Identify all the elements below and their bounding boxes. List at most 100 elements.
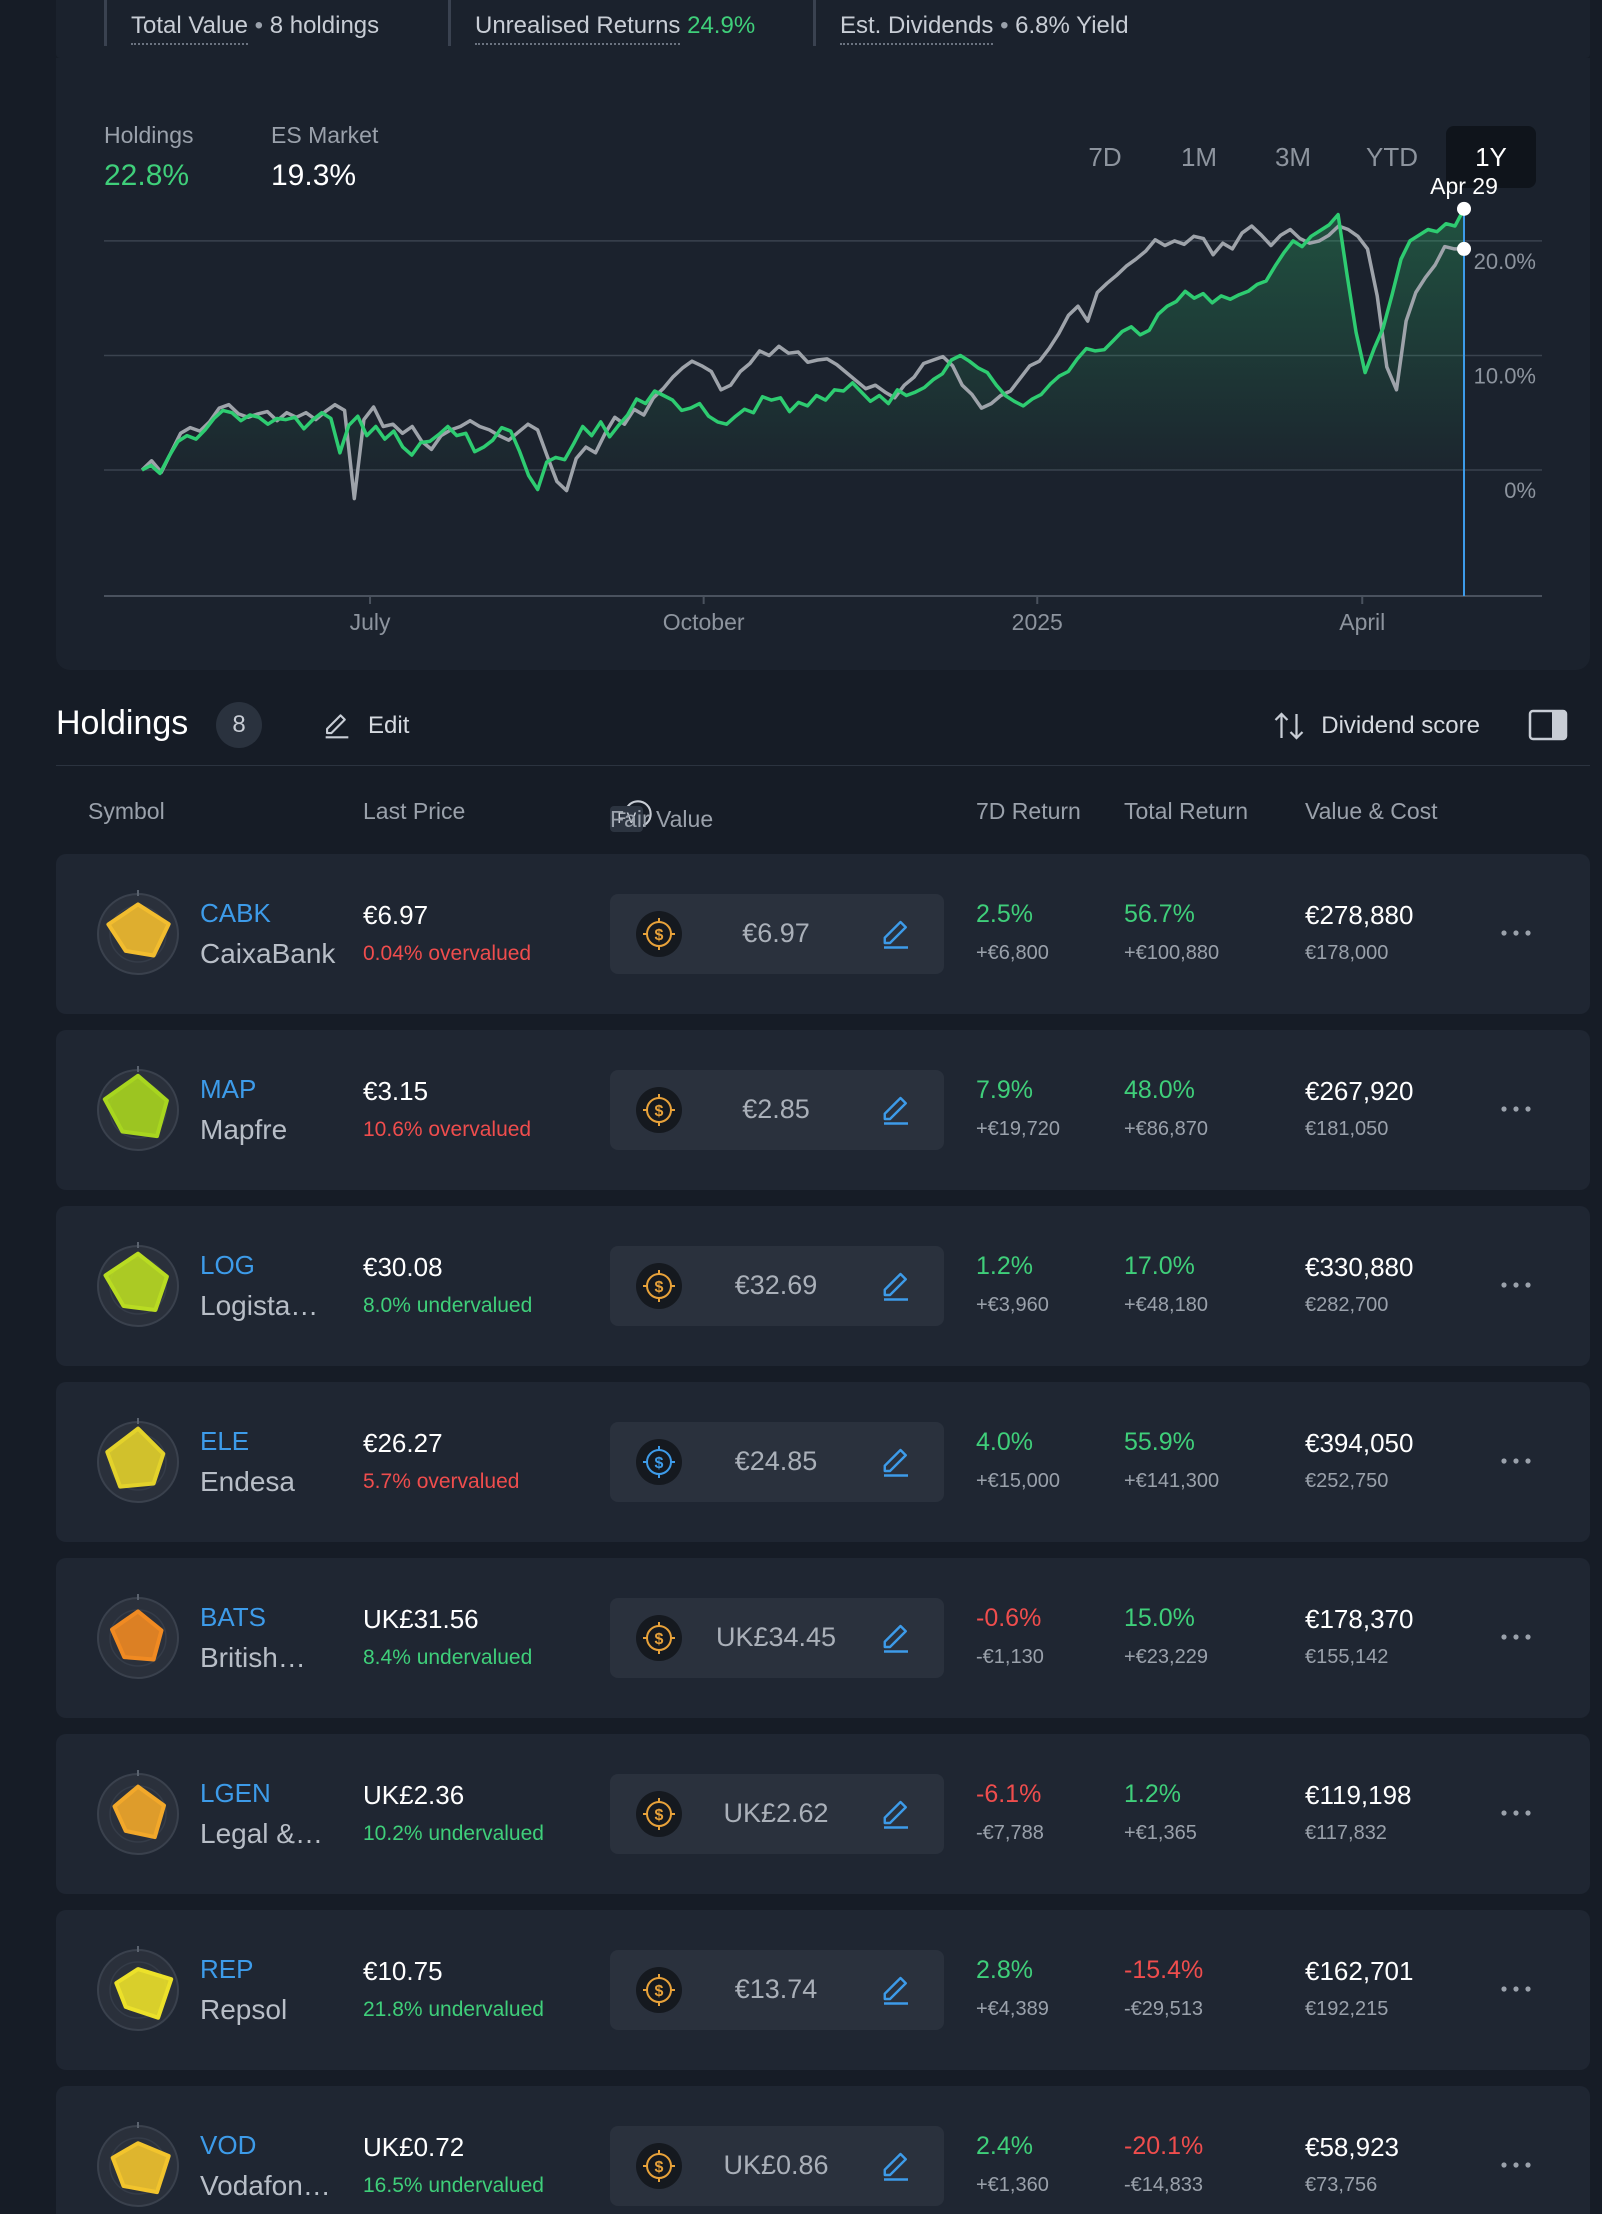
fair-value-box[interactable]: $ €13.74 xyxy=(610,1950,944,2030)
company-name: Endesa xyxy=(200,1466,295,1497)
col-total-return: Total Return xyxy=(1124,798,1249,824)
ticker-symbol[interactable]: LGEN xyxy=(200,1778,271,1808)
edit-fair-value-icon[interactable] xyxy=(878,1268,914,1304)
seven-day-return: 7.9% xyxy=(976,1076,1033,1104)
more-options-icon[interactable] xyxy=(1496,1094,1536,1124)
fair-value-box[interactable]: $ €32.69 xyxy=(610,1246,944,1326)
unrealised-returns-value: 24.9% xyxy=(687,12,756,39)
market-hover-point xyxy=(1457,241,1471,256)
ticker-symbol[interactable]: ELE xyxy=(200,1426,250,1456)
range-tab-1y[interactable]: 1Y xyxy=(1446,126,1536,188)
holding-row-ele[interactable]: ELE Endesa €26.27 5.7% overvalued $ €24.85 4.0… xyxy=(56,1382,1590,1542)
total-return-amount: +€100,880 xyxy=(1124,942,1220,964)
company-name: Vodafon… xyxy=(200,2170,331,2201)
market-legend-label: ES Market xyxy=(271,122,379,148)
ticker-symbol[interactable]: BATS xyxy=(200,1602,266,1632)
pencil-icon xyxy=(325,714,349,739)
x-tick-label: October xyxy=(663,609,745,635)
seven-day-return: 4.0% xyxy=(976,1428,1033,1456)
valuation-status: 21.8% undervalued xyxy=(363,1998,544,2021)
holdings-series-line xyxy=(141,207,1466,492)
holding-cost: €192,215 xyxy=(1305,1998,1389,2020)
ticker-symbol[interactable]: VOD xyxy=(200,2130,257,2160)
fair-value-coin-icon: $ xyxy=(636,1791,682,1837)
performance-chart-panel: Holdings 22.8% ES Market 19.3% 7D 1M 3M YTD… xyxy=(56,58,1590,670)
more-options-icon[interactable] xyxy=(1496,918,1536,948)
hover-date-label: Apr 29 xyxy=(1430,173,1498,199)
y-tick-label: 0% xyxy=(1504,478,1536,503)
edit-fair-value-icon[interactable] xyxy=(878,1092,914,1128)
last-price: €3.15 xyxy=(363,1076,429,1106)
holding-row-cabk[interactable]: CABK CaixaBank €6.97 0.04% overvalued $ €6.97… xyxy=(56,854,1590,1014)
edit-fair-value-icon[interactable] xyxy=(878,1620,914,1656)
fair-value-box[interactable]: $ UK£2.62 xyxy=(610,1774,944,1854)
seven-day-return: 2.4% xyxy=(976,2132,1033,2160)
x-tick-label: July xyxy=(350,609,391,635)
edit-fair-value-icon[interactable] xyxy=(878,1444,914,1480)
total-return-amount: +€48,180 xyxy=(1124,1294,1208,1316)
more-options-icon[interactable] xyxy=(1496,1974,1536,2004)
fair-value-box[interactable]: $ €2.85 xyxy=(610,1070,944,1150)
col-fair-value[interactable]: FV Fair Value xyxy=(610,798,713,832)
more-options-icon[interactable] xyxy=(1496,1270,1536,1300)
last-price: €6.97 xyxy=(363,900,429,930)
holding-value: €58,923 xyxy=(1305,2132,1399,2162)
fair-value-box[interactable]: $ UK£0.86 xyxy=(610,2126,944,2206)
total-value-summary[interactable]: Total Value • 8 holdings xyxy=(104,0,379,46)
last-price: UK£0.72 xyxy=(363,2132,465,2162)
holding-value: €119,198 xyxy=(1305,1780,1412,1810)
holding-row-bats[interactable]: BATS British… UK£31.56 8.4% undervalued $ UK£… xyxy=(56,1558,1590,1718)
seven-day-return-amount: +€4,389 xyxy=(976,1998,1049,2020)
holding-row-rep[interactable]: REP Repsol €10.75 21.8% undervalued $ €13.74 2… xyxy=(56,1910,1590,2070)
total-return-amount: +€141,300 xyxy=(1124,1470,1220,1492)
fair-value-amount: UK£0.86 xyxy=(723,2150,829,2180)
sort-dividend-score-button[interactable]: Dividend score xyxy=(1271,704,1480,748)
edit-fair-value-icon[interactable] xyxy=(878,1796,914,1832)
total-return: 55.9% xyxy=(1124,1428,1195,1456)
edit-fair-value-icon[interactable] xyxy=(878,1972,914,2008)
performance-line-chart[interactable]: 20.0% 10.0% 0% July October 2025 April Apr 29 xyxy=(56,58,1590,670)
range-tab-7d[interactable]: 7D xyxy=(1088,141,1122,172)
layout-toggle-icon[interactable] xyxy=(1528,708,1568,742)
holding-row-vod[interactable]: VOD Vodafon… UK£0.72 16.5% undervalued $ UK£0… xyxy=(56,2086,1590,2214)
range-tab-ytd[interactable]: YTD xyxy=(1366,141,1418,172)
svg-text:$: $ xyxy=(655,1983,664,2000)
holdings-column-headers: Symbol Last Price FV Fair Value 7D Return… xyxy=(56,790,1590,834)
snowflake-score-icon xyxy=(97,1594,179,1679)
ticker-symbol[interactable]: MAP xyxy=(200,1074,257,1104)
more-options-icon[interactable] xyxy=(1496,2150,1536,2180)
range-tab-3m[interactable]: 3M xyxy=(1274,141,1312,172)
ticker-symbol[interactable]: CABK xyxy=(200,898,271,928)
more-options-icon[interactable] xyxy=(1496,1798,1536,1828)
ticker-symbol[interactable]: LOG xyxy=(200,1250,255,1280)
valuation-status: 8.4% undervalued xyxy=(363,1646,533,1669)
holding-row-lgen[interactable]: LGEN Legal &… UK£2.36 10.2% undervalued $ UK£… xyxy=(56,1734,1590,1894)
portfolio-summary: Total Value • 8 holdings Unrealised Retu… xyxy=(56,0,1590,58)
more-options-icon[interactable] xyxy=(1496,1446,1536,1476)
holdings-area-fill xyxy=(142,208,1464,490)
unrealised-returns-summary[interactable]: Unrealised Returns 24.9% xyxy=(448,0,755,46)
holding-value: €330,880 xyxy=(1305,1252,1414,1282)
fair-value-box[interactable]: $ UK£34.45 xyxy=(610,1598,944,1678)
edit-fair-value-icon[interactable] xyxy=(878,916,914,952)
total-return: 48.0% xyxy=(1124,1076,1195,1104)
holding-row-map[interactable]: MAP Mapfre €3.15 10.6% overvalued $ €2.85 7.9%… xyxy=(56,1030,1590,1190)
snowflake-score-icon xyxy=(97,1946,179,2031)
fair-value-amount: €2.85 xyxy=(742,1094,810,1124)
ticker-symbol[interactable]: REP xyxy=(200,1954,254,1984)
company-name: Logista… xyxy=(200,1290,319,1321)
fair-value-box[interactable]: $ €24.85 xyxy=(610,1422,944,1502)
dividends-summary[interactable]: Est. Dividends • 6.8% Yield xyxy=(813,0,1129,46)
holdings-legend-label: Holdings xyxy=(104,122,194,148)
holding-row-log[interactable]: LOG Logista… €30.08 8.0% undervalued $ €32.69… xyxy=(56,1206,1590,1366)
more-options-icon[interactable] xyxy=(1496,1622,1536,1652)
edit-fair-value-icon[interactable] xyxy=(878,2148,914,2184)
fair-value-box[interactable]: $ €6.97 xyxy=(610,894,944,974)
company-name: British… xyxy=(200,1642,306,1673)
seven-day-return-amount: +€6,800 xyxy=(976,942,1049,964)
edit-holdings-button[interactable]: Edit xyxy=(320,704,409,748)
total-return: 56.7% xyxy=(1124,900,1195,928)
company-name: Repsol xyxy=(200,1994,288,2025)
holdings-title: Holdings xyxy=(56,704,189,742)
range-tab-1m[interactable]: 1M xyxy=(1180,141,1218,172)
